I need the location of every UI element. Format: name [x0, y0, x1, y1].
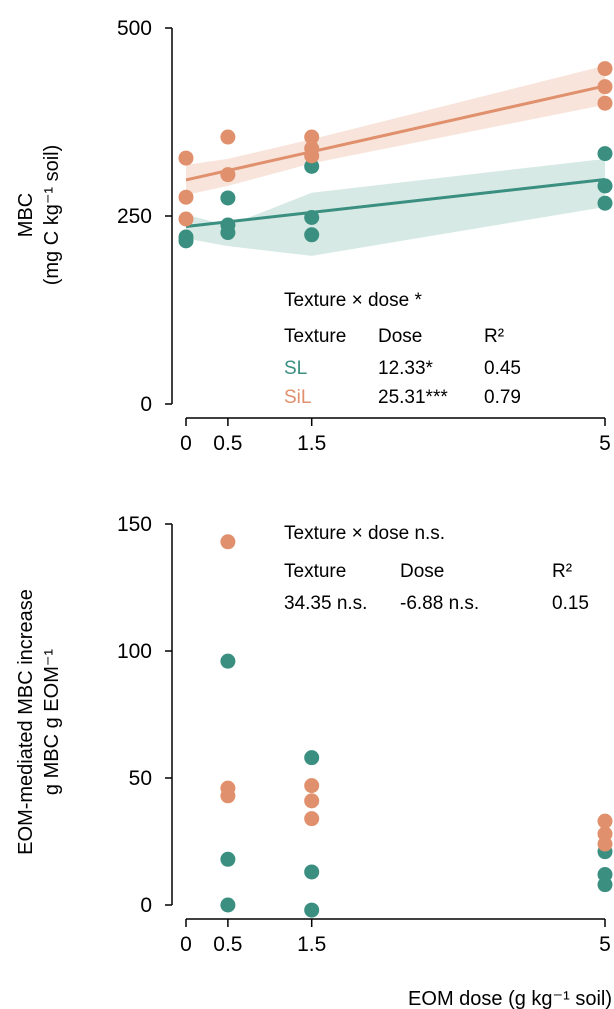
y-axis-label-top-line1: MBC	[15, 193, 37, 237]
annotation-row-sl-dose: 12.33*	[378, 358, 434, 379]
point-sil	[597, 95, 613, 111]
confidence-band-sl	[186, 158, 605, 256]
point-sil	[220, 534, 236, 550]
y-axis-label-bottom-line2: g MBC g EOM⁻¹	[41, 649, 63, 795]
point-sl	[304, 902, 320, 918]
annotation-row-sl-texture: SL	[284, 358, 307, 379]
data-points	[178, 61, 613, 249]
point-sil	[304, 793, 320, 809]
point-sl	[304, 210, 320, 226]
annotation-header-r2: R²	[484, 326, 504, 347]
point-sil	[178, 211, 194, 227]
x-axis-label: EOM dose (g kg⁻¹ soil)	[408, 988, 612, 1009]
point-sil	[304, 129, 320, 145]
point-sl	[220, 217, 236, 233]
x-tick-label: 0.5	[213, 933, 242, 956]
annotation-row-texture: 34.35 n.s.	[284, 593, 367, 614]
y-tick-label: 500	[117, 17, 152, 40]
fit-lines	[185, 84, 606, 229]
confidence-bands	[186, 65, 605, 256]
point-sil	[220, 780, 236, 796]
y-tick-label: 100	[117, 640, 152, 663]
y-ticks: 0 250 500	[117, 17, 172, 416]
annotation-header-dose: Dose	[378, 326, 422, 347]
annotation-header-dose: Dose	[400, 561, 444, 582]
annotation-row-sil-dose: 25.31***	[378, 387, 448, 408]
point-sl	[304, 227, 320, 243]
annotation-row-sil-r2: 0.79	[484, 387, 521, 408]
annotation-box-bottom: Texture × dose n.s. Texture Dose R² 34.3…	[284, 523, 589, 614]
point-sil	[220, 167, 236, 183]
x-ticks: 0 0.5 1.5 5	[180, 919, 611, 956]
point-sl	[220, 851, 236, 867]
x-tick-label: 0	[180, 933, 192, 956]
point-sil	[304, 778, 320, 794]
x-ticks: 0 0.5 1.5 5	[180, 418, 611, 455]
annotation-header-texture: Texture	[284, 561, 346, 582]
annotation-row-sil-texture: SiL	[284, 387, 311, 408]
y-tick-label: 150	[117, 513, 152, 536]
point-sl	[597, 195, 613, 211]
confidence-band-sil	[186, 65, 605, 195]
annotation-box-top: Texture × dose * Texture Dose R² SL 12.3…	[284, 290, 521, 408]
point-sl	[178, 229, 194, 245]
point-sl	[220, 190, 236, 206]
point-sil	[597, 826, 613, 842]
mbc-panel: MBC (mg C kg⁻¹ soil) 0 250 500 0 0.5 1.5 5 Te…	[15, 17, 613, 455]
annotation-title: Texture × dose n.s.	[284, 523, 445, 544]
point-sil	[304, 811, 320, 827]
point-sil	[597, 79, 613, 95]
point-sil	[220, 129, 236, 145]
y-tick-label: 0	[140, 393, 152, 416]
point-sl	[304, 750, 320, 766]
annotation-header-r2: R²	[552, 561, 572, 582]
fit-line-sl	[185, 178, 606, 229]
point-sil	[597, 813, 613, 829]
annotation-header-texture: Texture	[284, 326, 346, 347]
x-tick-label: 5	[599, 432, 611, 455]
point-sl	[597, 867, 613, 883]
annotation-title: Texture × dose *	[284, 290, 422, 311]
y-tick-label: 250	[117, 205, 152, 228]
point-sil	[178, 150, 194, 166]
x-tick-label: 1.5	[297, 432, 326, 455]
point-sl	[220, 897, 236, 913]
annotation-row-r2: 0.15	[552, 593, 589, 614]
y-tick-label: 0	[140, 894, 152, 917]
point-sil	[178, 189, 194, 205]
point-sl	[220, 653, 236, 669]
x-tick-label: 0	[180, 432, 192, 455]
fit-line-sil	[185, 84, 606, 182]
annotation-row-sl-r2: 0.45	[484, 358, 521, 379]
point-sl	[597, 146, 613, 162]
y-ticks: 0 50 100 150	[117, 513, 172, 917]
x-tick-label: 1.5	[297, 933, 326, 956]
y-tick-label: 50	[129, 767, 152, 790]
x-tick-label: 5	[599, 933, 611, 956]
y-axis-label-bottom-line1: EOM-mediated MBC increase	[15, 589, 37, 855]
eom-panel: EOM-mediated MBC increase g MBC g EOM⁻¹ …	[15, 513, 613, 1009]
point-sl	[304, 158, 320, 174]
x-tick-label: 0.5	[213, 432, 242, 455]
point-sil	[304, 140, 320, 156]
annotation-row-dose: -6.88 n.s.	[400, 593, 479, 614]
data-points	[220, 534, 613, 918]
y-axis-label-top-line2: (mg C kg⁻¹ soil)	[41, 145, 63, 286]
point-sil	[597, 61, 613, 77]
point-sl	[304, 864, 320, 880]
point-sl	[597, 178, 613, 194]
